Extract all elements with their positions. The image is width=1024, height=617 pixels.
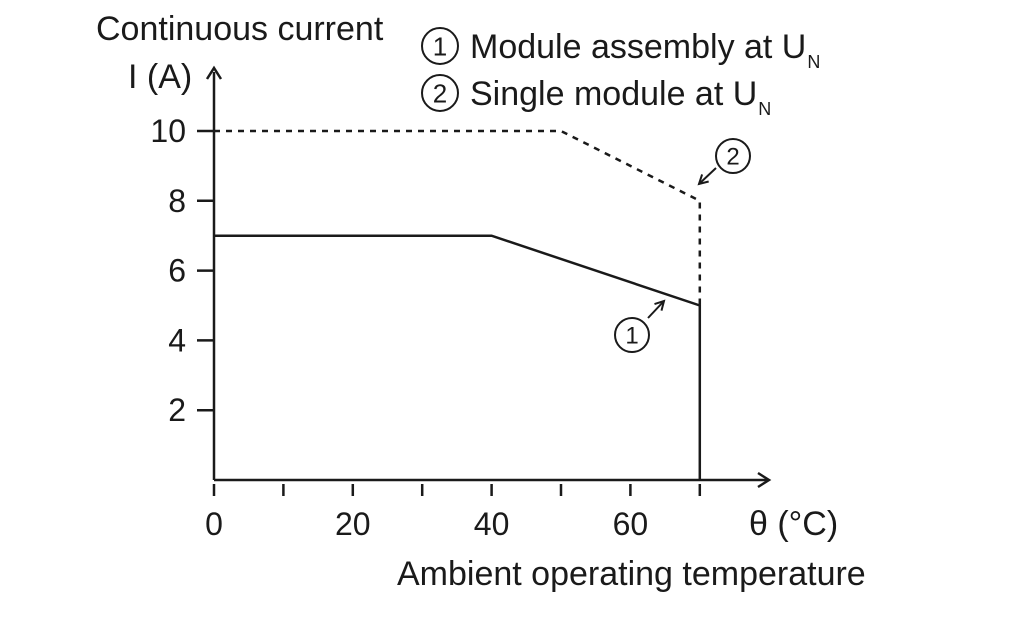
y-axis-arrow	[205, 65, 223, 80]
legend-label-2: Single module at U	[470, 75, 757, 113]
svg-text:1: 1	[625, 323, 638, 350]
series-1-arrow	[647, 299, 666, 319]
y-tick-label: 8	[168, 183, 186, 219]
x-axis-title: Ambient operating temperature	[397, 555, 866, 593]
x-tick-label: 0	[205, 506, 223, 542]
y-axis-title: Continuous current	[96, 10, 384, 48]
legend: 1 Module assembly at U N2 Single module at …	[421, 27, 820, 119]
series-2-arrow	[697, 167, 717, 186]
svg-text:1: 1	[433, 31, 447, 61]
series-1-marker: 1	[614, 317, 650, 353]
y-tick-label: 2	[168, 392, 186, 428]
x-tick-label: 60	[613, 506, 649, 542]
series-2-line	[214, 129, 702, 306]
legend-marker-1: 1	[421, 27, 459, 65]
y-axis-unit: I (A)	[128, 58, 192, 96]
series-layer	[214, 129, 702, 480]
svg-text:2: 2	[433, 78, 447, 108]
x-axis-arrow	[757, 471, 772, 489]
y-tick-label: 4	[168, 322, 186, 358]
svg-text:2: 2	[726, 144, 739, 171]
series-2-marker: 2	[715, 138, 751, 174]
x-tick-label: 20	[335, 506, 371, 542]
annotations: 12	[614, 138, 751, 353]
x-tick-label: 40	[474, 506, 510, 542]
legend-subscript-2: N	[758, 99, 771, 119]
series-1-line	[214, 234, 702, 480]
x-axis-unit: θ (°C)	[749, 505, 838, 543]
legend-subscript-1: N	[807, 52, 820, 72]
legend-label-1: Module assembly at U	[470, 28, 806, 66]
ticks: 0 20 40 60 2 4 6 8 10	[150, 113, 702, 542]
axes	[205, 65, 772, 489]
legend-marker-2: 2	[421, 74, 459, 112]
y-tick-label: 6	[168, 253, 186, 289]
y-tick-label: 10	[150, 113, 186, 149]
